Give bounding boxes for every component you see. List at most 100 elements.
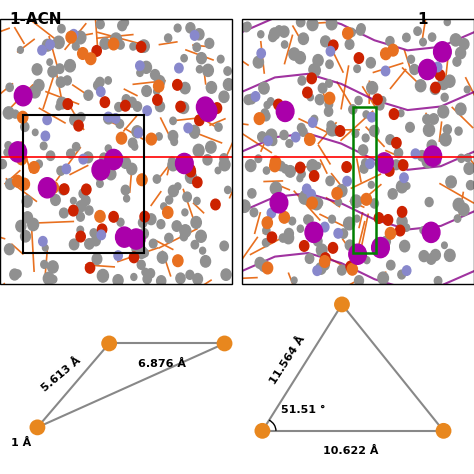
Circle shape [118, 21, 127, 31]
Circle shape [279, 234, 286, 242]
Circle shape [347, 264, 357, 275]
Circle shape [113, 274, 123, 286]
Circle shape [270, 28, 280, 39]
Circle shape [185, 171, 197, 183]
Circle shape [370, 126, 379, 137]
Circle shape [146, 133, 156, 145]
Circle shape [302, 184, 311, 194]
Circle shape [343, 176, 351, 186]
Circle shape [394, 148, 402, 158]
Circle shape [310, 171, 319, 181]
Circle shape [315, 163, 320, 169]
Circle shape [205, 38, 214, 48]
Circle shape [69, 205, 78, 216]
Circle shape [429, 114, 438, 124]
Circle shape [163, 207, 173, 219]
Circle shape [266, 129, 277, 141]
Circle shape [383, 215, 392, 225]
Circle shape [106, 169, 116, 180]
Circle shape [319, 83, 327, 93]
Circle shape [194, 197, 200, 205]
Circle shape [297, 175, 303, 182]
Circle shape [168, 130, 178, 141]
Circle shape [137, 42, 146, 52]
Circle shape [64, 60, 75, 72]
Circle shape [34, 80, 44, 91]
Circle shape [121, 18, 128, 27]
Circle shape [56, 77, 65, 87]
Circle shape [344, 217, 355, 230]
Circle shape [128, 138, 137, 148]
Circle shape [307, 160, 318, 172]
Circle shape [400, 173, 408, 182]
Circle shape [189, 125, 200, 137]
Circle shape [59, 185, 67, 195]
Circle shape [98, 224, 107, 235]
Point [440, 427, 447, 435]
Circle shape [270, 192, 288, 213]
Circle shape [355, 96, 362, 105]
Circle shape [282, 41, 288, 48]
Text: 1 Å: 1 Å [11, 438, 31, 447]
Circle shape [15, 270, 21, 277]
Circle shape [203, 155, 212, 165]
Circle shape [388, 189, 397, 199]
Circle shape [32, 64, 42, 75]
Circle shape [156, 276, 166, 286]
Circle shape [297, 225, 303, 232]
Circle shape [263, 227, 270, 235]
Circle shape [47, 261, 58, 273]
Circle shape [288, 168, 294, 175]
Text: 5.613 Å: 5.613 Å [39, 356, 82, 394]
Circle shape [114, 251, 122, 260]
Circle shape [255, 257, 264, 268]
Circle shape [100, 153, 108, 162]
Circle shape [85, 206, 93, 215]
Circle shape [425, 198, 433, 207]
Circle shape [186, 270, 194, 279]
Text: 1: 1 [417, 12, 428, 27]
Circle shape [305, 222, 323, 242]
Circle shape [55, 64, 64, 73]
Circle shape [97, 230, 105, 240]
Circle shape [392, 137, 401, 148]
Circle shape [246, 160, 256, 172]
Circle shape [247, 94, 256, 104]
Circle shape [280, 130, 288, 140]
Circle shape [254, 113, 264, 125]
Circle shape [137, 174, 147, 186]
Circle shape [382, 66, 390, 76]
Circle shape [142, 268, 149, 276]
Circle shape [263, 262, 273, 274]
Circle shape [10, 269, 19, 280]
Circle shape [219, 158, 230, 171]
Circle shape [307, 73, 316, 84]
Circle shape [62, 164, 71, 173]
Circle shape [179, 102, 189, 113]
Circle shape [139, 228, 148, 239]
Circle shape [339, 229, 347, 238]
Circle shape [219, 91, 229, 102]
Circle shape [253, 56, 264, 68]
Circle shape [361, 193, 372, 205]
Circle shape [420, 227, 426, 234]
Point [105, 340, 113, 347]
Circle shape [282, 164, 289, 173]
Circle shape [440, 133, 451, 146]
Circle shape [86, 53, 96, 64]
Circle shape [42, 39, 53, 51]
Circle shape [223, 79, 234, 91]
Circle shape [399, 160, 408, 171]
Circle shape [258, 132, 266, 142]
Circle shape [105, 77, 111, 84]
Circle shape [309, 64, 319, 75]
Circle shape [175, 154, 193, 173]
Circle shape [315, 94, 324, 105]
Circle shape [140, 211, 149, 222]
Circle shape [117, 40, 124, 49]
Circle shape [43, 272, 54, 285]
Circle shape [224, 67, 231, 75]
Circle shape [453, 57, 461, 66]
Circle shape [262, 111, 270, 121]
Circle shape [48, 182, 58, 193]
